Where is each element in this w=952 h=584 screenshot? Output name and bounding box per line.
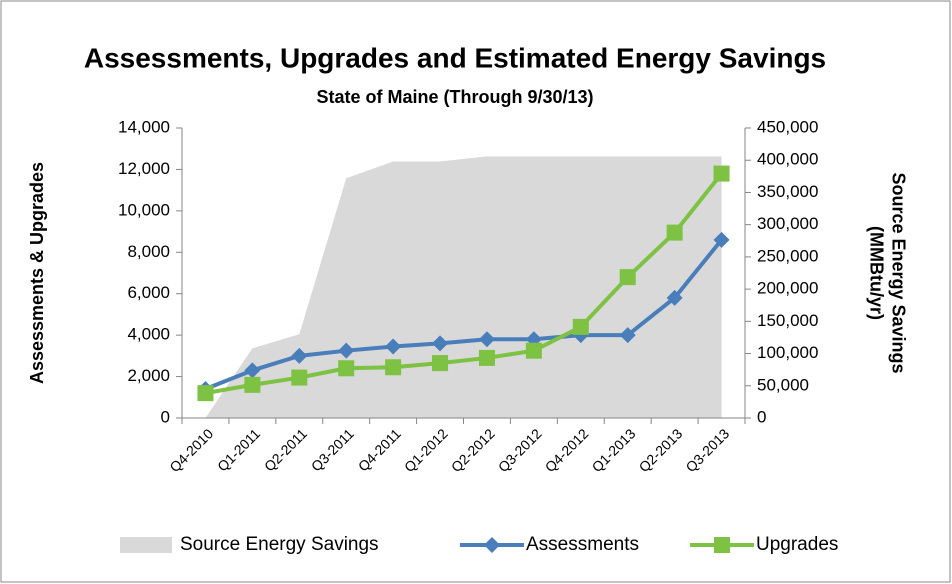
marker (432, 355, 449, 372)
marker (713, 231, 730, 248)
chart-title: Assessments, Upgrades and Estimated Ener… (84, 42, 826, 73)
y-tick-label: 10,000 (118, 200, 170, 219)
y2-tick-label: 250,000 (757, 246, 818, 265)
marker (338, 342, 355, 359)
chart-subtitle: State of Maine (Through 9/30/13) (316, 87, 593, 107)
marker (619, 269, 636, 286)
y2-tick-label: 100,000 (757, 343, 818, 362)
y2-tick-label: 450,000 (757, 117, 818, 136)
y-tick-label: 12,000 (118, 159, 170, 178)
y-tick-label: 14,000 (118, 117, 170, 136)
y2-tick-label: 150,000 (757, 311, 818, 330)
marker (291, 347, 308, 364)
y-tick-label: 4,000 (127, 325, 170, 344)
marker (572, 318, 589, 335)
legend-swatch (120, 537, 172, 553)
y2-tick-label: 200,000 (757, 279, 818, 298)
legend-label: Assessments (526, 534, 639, 555)
marker (666, 224, 683, 241)
y2-tick-label: 300,000 (757, 214, 818, 233)
legend-marker (484, 537, 500, 553)
marker (619, 327, 636, 344)
y-tick-label: 6,000 (127, 283, 170, 302)
y2-axis-title: Source Energy Savings (888, 172, 908, 373)
line (204, 238, 724, 391)
marker (666, 289, 683, 306)
marker (432, 335, 449, 352)
marker (385, 359, 402, 376)
y2-tick-label: 50,000 (757, 375, 809, 394)
y-tick-label: 2,000 (127, 366, 170, 385)
marker (525, 342, 542, 359)
y2-tick-label: 400,000 (757, 150, 818, 169)
y-tick-label: 0 (161, 407, 170, 426)
marker (385, 338, 402, 355)
y2-tick-label: 0 (757, 407, 766, 426)
marker (244, 376, 261, 393)
y-axis-title: Assessments & Upgrades (27, 162, 47, 384)
marker (478, 331, 495, 348)
legend-marker (714, 537, 730, 553)
marker (244, 362, 261, 379)
legend-label: Source Energy Savings (180, 534, 379, 555)
marker (713, 165, 730, 182)
marker (197, 385, 214, 402)
marker (291, 369, 308, 386)
y2-tick-label: 350,000 (757, 182, 818, 201)
marker (478, 349, 495, 366)
y2-axis-title: (MMBtu/yr) (866, 226, 886, 320)
y-tick-label: 8,000 (127, 242, 170, 261)
marker (338, 360, 355, 377)
legend-label: Upgrades (756, 534, 838, 555)
